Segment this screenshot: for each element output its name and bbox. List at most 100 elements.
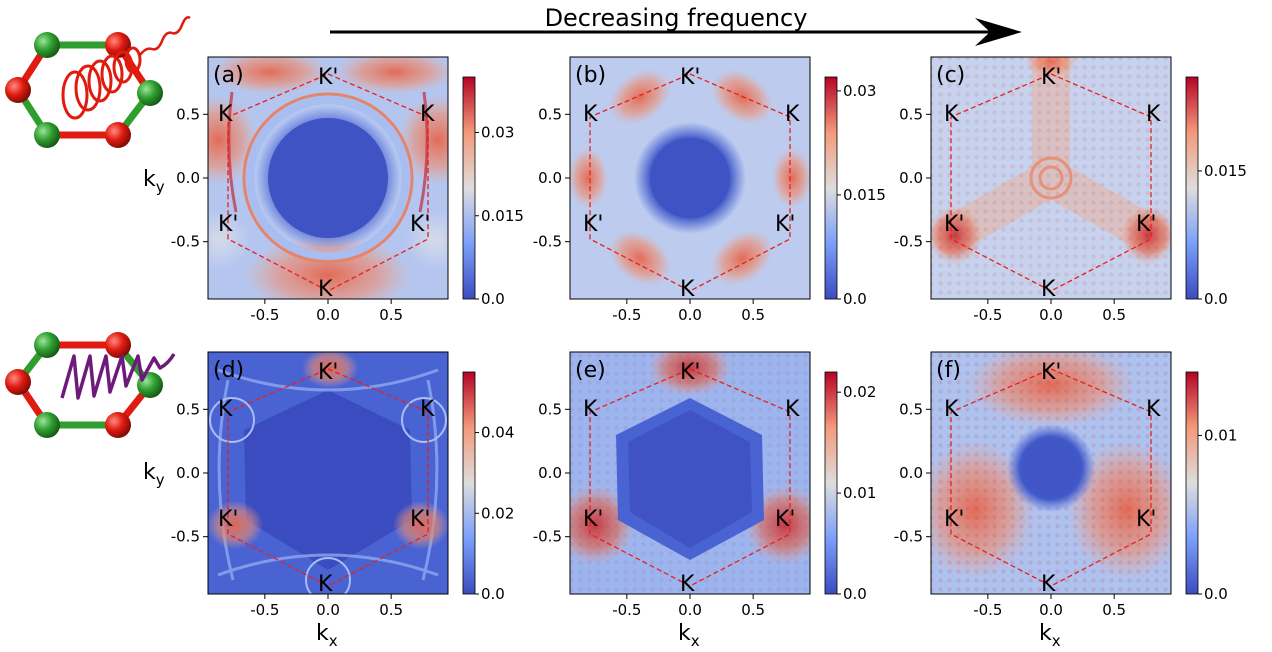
xtick-label-e: 0.0	[678, 601, 702, 619]
molecule-icon-bottom	[5, 332, 176, 438]
ytick-label-e: 0.0	[538, 464, 562, 482]
ylabel-top: ky	[143, 167, 165, 196]
k-label-a-top: K'	[318, 65, 338, 90]
xlabel-d: kx	[316, 621, 338, 650]
k-label-c-ll: K'	[944, 212, 964, 237]
colorbar-tick-label-a: 0.015	[481, 207, 524, 225]
ytick-label-b: 0.5	[538, 105, 562, 123]
ytick-label-e: 0.5	[538, 400, 562, 418]
xtick-label-f: 0.0	[1039, 601, 1063, 619]
xtick-label-c: 0.5	[1102, 306, 1126, 324]
ytick-label-c: 0.5	[899, 105, 923, 123]
ytick-label-a: -0.5	[171, 233, 200, 251]
k-label-d-lr: K'	[410, 507, 430, 532]
k-label-f-top: K'	[1041, 360, 1061, 385]
k-label-f-ll: K'	[944, 507, 964, 532]
colorbar-d	[462, 371, 476, 595]
k-label-c-lr: K'	[1136, 212, 1156, 237]
xtick-label-a: -0.5	[250, 306, 279, 324]
panel-f: (f) K' K K K' K' K	[930, 351, 1172, 597]
colorbar-tick-label-e: 0.0	[843, 585, 867, 603]
axis-ticks: -0.5 0.0 0.5 0.5 0.0 -0.5 -0.5 0.0 0.5 0.5 0.0 -0.5…	[171, 105, 1126, 619]
colorbars: 0.03 0.015 0.0 0.03 0.015 0.0 0.015 0.0 0.04 0.02…	[462, 76, 1247, 603]
molecule-icon-top	[5, 16, 191, 148]
colorbar-f	[1185, 371, 1199, 595]
k-label-e-bottom: K	[680, 572, 695, 597]
k-label-a-ul: K	[218, 102, 233, 127]
heatmap-a	[208, 57, 448, 299]
xtick-label-c: -0.5	[973, 306, 1002, 324]
colorbar-tick-label-c: 0.0	[1204, 290, 1228, 308]
k-label-e-top: K'	[680, 360, 700, 385]
colorbar-tick-label-f: 0.0	[1204, 585, 1228, 603]
colorbar-tick-label-e: 0.01	[843, 484, 876, 502]
colorbar-tick-label-e: 0.02	[843, 383, 876, 401]
k-label-d-top: K'	[318, 360, 338, 385]
k-label-c-ur: K	[1146, 102, 1161, 127]
k-label-f-ur: K	[1146, 397, 1161, 422]
k-label-c-ul: K	[944, 102, 959, 127]
xtick-label-b: -0.5	[612, 306, 641, 324]
xtick-label-d: 0.5	[379, 601, 403, 619]
k-label-a-lr: K'	[410, 212, 430, 237]
panel-label-c: (c)	[936, 63, 965, 88]
k-label-b-lr: K'	[775, 212, 795, 237]
k-label-d-ll: K'	[218, 507, 238, 532]
frequency-arrow	[330, 18, 1022, 46]
xtick-label-e: 0.5	[741, 601, 765, 619]
heatmap-e	[570, 352, 810, 594]
svg-text:kx: kx	[1039, 621, 1061, 650]
k-label-a-bottom: K	[318, 277, 333, 302]
k-label-e-ll: K'	[583, 507, 603, 532]
k-label-b-ur: K	[785, 102, 800, 127]
ytick-label-a: 0.0	[176, 169, 200, 187]
svg-text:kx: kx	[316, 621, 338, 650]
svg-text:kx: kx	[678, 621, 700, 650]
heatmap-f	[931, 352, 1171, 594]
ytick-label-b: -0.5	[533, 233, 562, 251]
k-label-d-bottom: K	[318, 572, 333, 597]
xtick-label-d: -0.5	[250, 601, 279, 619]
colorbar-e	[824, 371, 838, 595]
xlabel-e: kx	[678, 621, 700, 650]
ytick-label-d: -0.5	[171, 528, 200, 546]
xtick-label-a: 0.0	[316, 306, 340, 324]
colorbar-c	[1185, 76, 1199, 300]
panel-c: (c) K' K K K' K' K	[930, 56, 1172, 302]
colorbar-b	[824, 76, 838, 300]
heatmap-d	[208, 352, 448, 594]
heatmap-b	[570, 57, 810, 299]
ytick-label-c: -0.5	[894, 233, 923, 251]
k-label-b-top: K'	[680, 65, 700, 90]
ytick-label-d: 0.5	[176, 400, 200, 418]
colorbar-tick-label-b: 0.0	[843, 290, 867, 308]
k-label-c-bottom: K	[1041, 277, 1056, 302]
ytick-label-a: 0.5	[176, 105, 200, 123]
xtick-label-b: 0.0	[678, 306, 702, 324]
k-label-d-ur: K	[420, 397, 435, 422]
colorbar-tick-label-b: 0.015	[843, 186, 886, 204]
ytick-label-f: -0.5	[894, 528, 923, 546]
panel-label-b: (b)	[575, 63, 606, 88]
colorbar-tick-label-f: 0.01	[1204, 426, 1237, 444]
panel-label-a: (a)	[213, 63, 244, 88]
xtick-label-f: 0.5	[1102, 601, 1126, 619]
figure-title: Decreasing frequency	[545, 4, 808, 32]
panel-label-d: (d)	[213, 358, 244, 383]
panel-d: (d) K' K K K' K' K	[207, 351, 449, 597]
ytick-label-e: -0.5	[533, 528, 562, 546]
colorbar-tick-label-d: 0.04	[481, 424, 514, 442]
panel-e: (e) K' K K K' K' K	[569, 351, 811, 597]
xtick-label-f: -0.5	[973, 601, 1002, 619]
k-label-b-ll: K'	[583, 212, 603, 237]
k-label-e-ur: K	[785, 397, 800, 422]
panel-label-e: (e)	[575, 358, 606, 383]
k-label-a-ll: K'	[218, 212, 238, 237]
colorbar-tick-label-a: 0.03	[481, 124, 514, 142]
colorbar-a	[462, 76, 476, 300]
colorbar-tick-label-a: 0.0	[481, 290, 505, 308]
ytick-label-f: 0.0	[899, 464, 923, 482]
k-label-f-lr: K'	[1136, 507, 1156, 532]
colorbar-tick-label-c: 0.015	[1204, 162, 1247, 180]
